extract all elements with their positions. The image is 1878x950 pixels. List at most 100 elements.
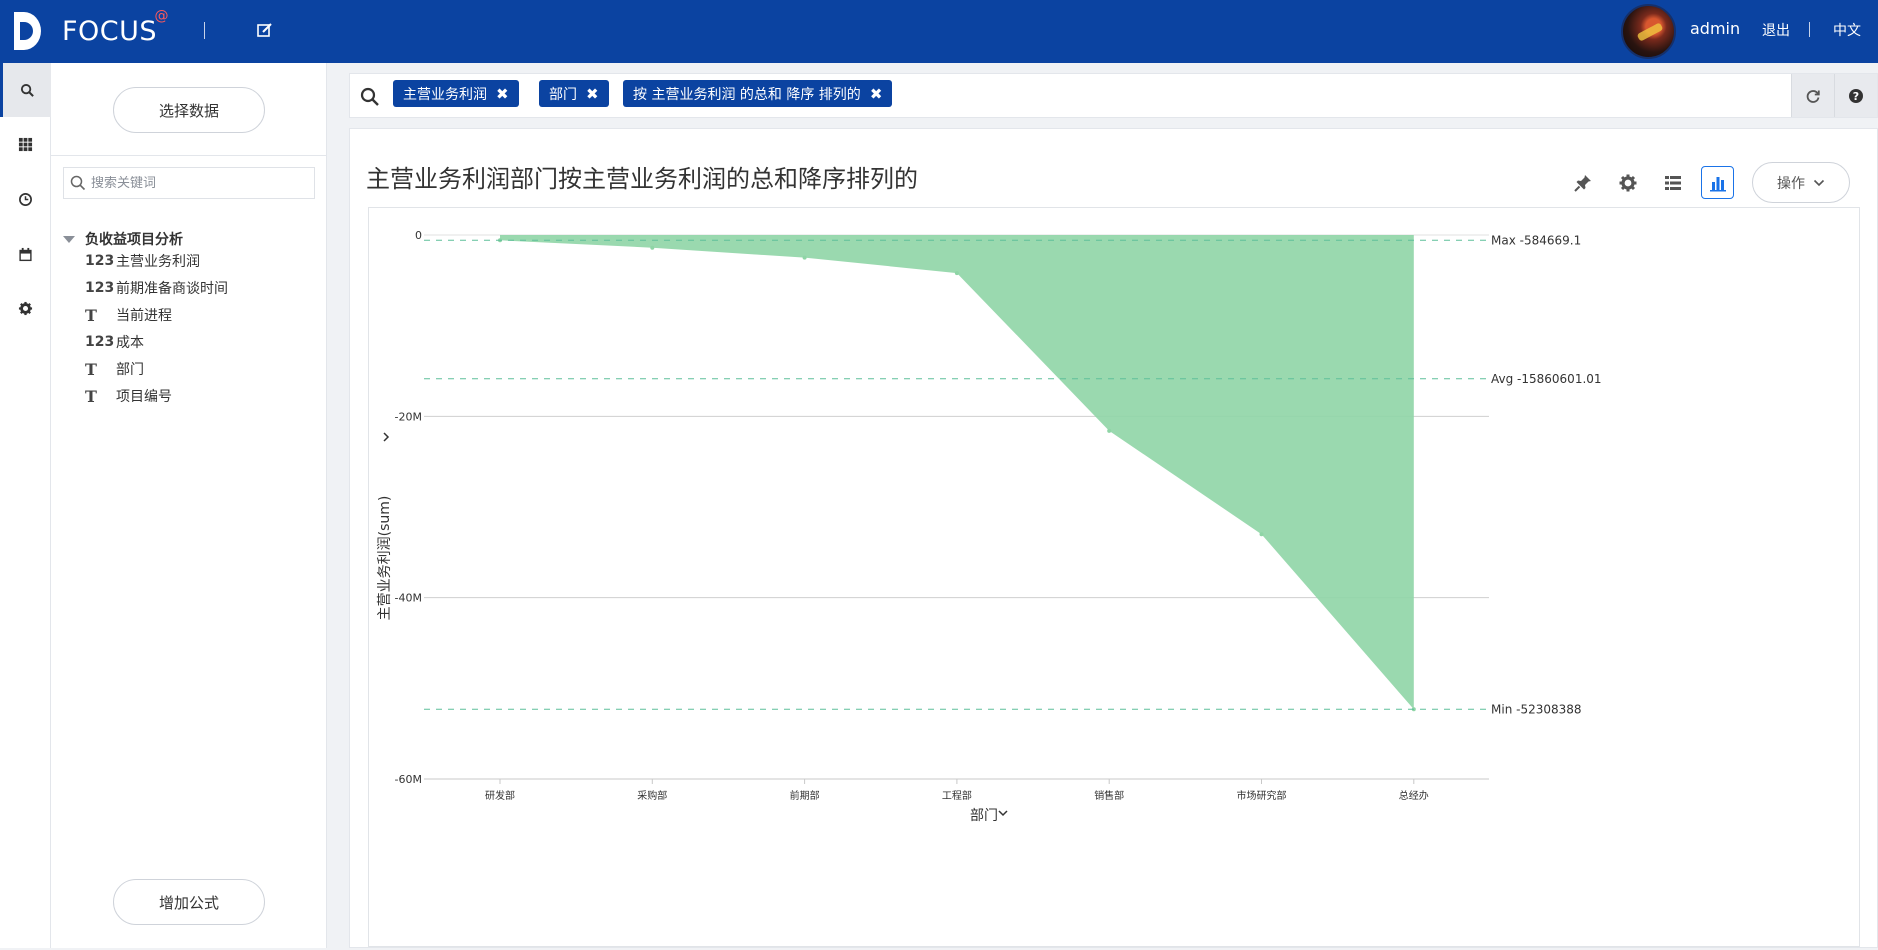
chart-view-button[interactable]	[1701, 166, 1734, 199]
close-icon[interactable]: ✖	[586, 84, 599, 103]
keyword-search	[63, 167, 315, 199]
pin-icon	[1573, 174, 1591, 192]
topbar-divider	[1809, 22, 1810, 37]
field-label: 主营业务利润	[116, 254, 200, 270]
data-point[interactable]	[650, 245, 655, 250]
query-chip[interactable]: 主营业务利润 ✖	[393, 80, 519, 107]
number-type-icon: 123	[85, 334, 115, 350]
help-button[interactable]: ?	[1834, 74, 1877, 117]
rail-search[interactable]	[0, 63, 51, 117]
chip-label: 部门	[549, 86, 577, 103]
field-label: 前期准备商谈时间	[116, 281, 228, 297]
clock-icon	[19, 192, 32, 206]
search-icon[interactable]	[360, 87, 380, 107]
tree-root-label: 负收益项目分析	[85, 232, 183, 248]
grid-icon	[18, 137, 33, 151]
y-tick-label: 0	[415, 229, 422, 242]
calendar-icon	[19, 247, 32, 261]
reference-line-label: Avg -15860601.01	[1491, 372, 1602, 386]
data-point[interactable]	[954, 271, 959, 276]
operations-dropdown[interactable]: 操作	[1752, 162, 1850, 203]
query-chip[interactable]: 部门 ✖	[539, 80, 609, 107]
data-point[interactable]	[1107, 428, 1112, 433]
chevron-down-icon[interactable]	[998, 810, 1008, 817]
rail-history[interactable]	[0, 172, 51, 226]
field-item[interactable]: 123 前期准备商谈时间	[85, 277, 228, 299]
bar-chart-icon	[1709, 176, 1726, 191]
keyword-search-input[interactable]	[91, 175, 291, 191]
y-tick-label: -20M	[395, 410, 422, 423]
field-item[interactable]: 123 成本	[85, 331, 144, 353]
x-tick-label: 销售部	[1094, 789, 1124, 802]
text-type-icon: T	[85, 305, 97, 325]
caret-down-icon[interactable]	[63, 235, 75, 243]
field-label: 项目编号	[116, 389, 172, 405]
add-formula-button[interactable]: 增加公式	[113, 879, 265, 925]
close-icon[interactable]: ✖	[496, 84, 509, 103]
rail-dashboard[interactable]	[0, 117, 51, 171]
x-tick-label: 采购部	[637, 789, 667, 802]
username[interactable]: admin	[1690, 19, 1741, 38]
data-point[interactable]	[1259, 532, 1264, 537]
query-bar: 主营业务利润 ✖ 部门 ✖ 按 主营业务利润 的总和 降序 排列的 ✖ ?	[349, 73, 1878, 118]
close-icon[interactable]: ✖	[869, 84, 883, 103]
y-axis-title[interactable]: 主营业务利润(sum)	[377, 496, 393, 621]
number-type-icon: 123	[85, 280, 115, 296]
topbar-divider	[204, 22, 205, 39]
x-axis-title[interactable]: 部门	[970, 808, 998, 824]
area-series[interactable]	[500, 235, 1414, 710]
top-bar: FOCUS @ admin 退出 中文	[0, 0, 1878, 63]
field-item[interactable]: T 当前进程	[85, 304, 172, 326]
rail-calendar[interactable]	[0, 227, 51, 281]
edit-icon[interactable]	[256, 21, 274, 39]
search-icon	[70, 175, 86, 191]
gear-icon	[18, 301, 33, 315]
reference-line-label: Min -52308388	[1491, 702, 1582, 716]
area-chart: 0 -20M -40M -60M Max -584669.1 Avg -15860601.…	[377, 229, 1602, 824]
pin-button[interactable]	[1566, 166, 1599, 199]
rail-settings[interactable]	[0, 281, 51, 335]
focus-logo-icon	[14, 12, 41, 50]
chevron-down-icon	[1813, 179, 1825, 186]
operations-label: 操作	[1777, 175, 1805, 192]
settings-button[interactable]	[1611, 166, 1644, 199]
refresh-icon	[1806, 89, 1820, 103]
svg-text:?: ?	[1853, 90, 1859, 103]
gear-icon	[1619, 174, 1636, 191]
text-type-icon: T	[85, 386, 97, 406]
chevron-down-icon[interactable]	[383, 432, 390, 442]
chart-area: 0 -20M -40M -60M Max -584669.1 Avg -15860601.…	[368, 207, 1860, 947]
x-tick-label: 前期部	[790, 789, 820, 802]
x-tick-label: 工程部	[942, 789, 972, 802]
x-tick-label: 市场研究部	[1237, 789, 1287, 802]
logo[interactable]: FOCUS @	[10, 7, 170, 54]
refresh-button[interactable]	[1791, 74, 1834, 117]
logout-link[interactable]: 退出	[1762, 23, 1790, 39]
number-type-icon: 123	[85, 253, 115, 269]
page-title: 主营业务利润部门按主营业务利润的总和降序排列的	[366, 165, 918, 193]
y-tick-label: -40M	[395, 592, 422, 605]
chip-label: 主营业务利润	[403, 86, 487, 103]
left-rail	[0, 63, 51, 948]
tree-root[interactable]: 负收益项目分析	[63, 229, 183, 249]
text-type-icon: T	[85, 359, 97, 379]
field-item[interactable]: T 项目编号	[85, 385, 172, 407]
table-view-button[interactable]	[1656, 166, 1689, 199]
field-item[interactable]: T 部门	[85, 358, 144, 380]
list-icon	[1664, 175, 1681, 190]
logo-at: @	[154, 7, 170, 24]
field-label: 成本	[116, 335, 144, 351]
field-label: 当前进程	[116, 308, 172, 324]
reference-line-label: Max -584669.1	[1491, 233, 1581, 247]
panel-divider	[51, 155, 327, 156]
logo-text: FOCUS @	[62, 7, 170, 47]
select-data-button[interactable]: 选择数据	[113, 87, 265, 133]
chart-card: 主营业务利润部门按主营业务利润的总和降序排列的 操作 0 -20M -40M -60M…	[349, 128, 1878, 948]
chip-label: 按 主营业务利润 的总和 降序 排列的	[633, 86, 861, 103]
avatar[interactable]	[1621, 4, 1676, 59]
language-switch[interactable]: 中文	[1833, 23, 1861, 39]
field-item[interactable]: 123 主营业务利润	[85, 250, 200, 272]
data-point[interactable]	[802, 255, 807, 260]
query-chip[interactable]: 按 主营业务利润 的总和 降序 排列的 ✖	[623, 80, 893, 107]
field-label: 部门	[116, 362, 144, 378]
